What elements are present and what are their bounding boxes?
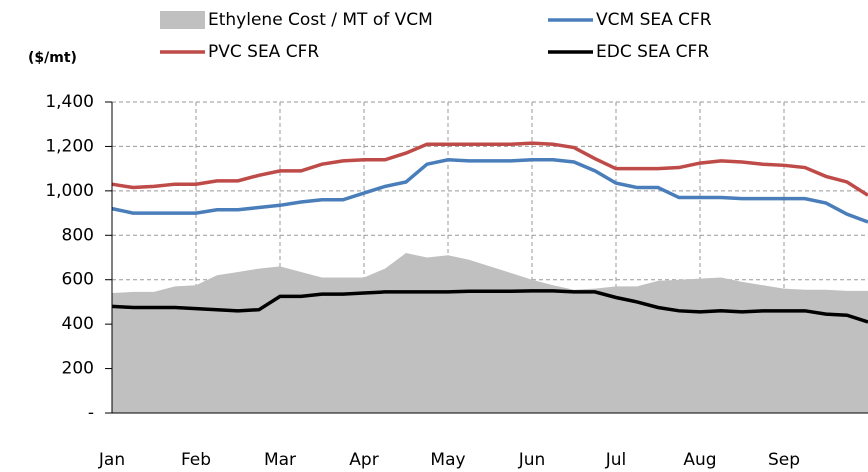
y-axis-label: ($/mt) xyxy=(28,50,77,66)
y-tick-label: - xyxy=(88,403,94,423)
x-tick-label: May xyxy=(430,450,465,470)
legend-swatch xyxy=(160,11,205,29)
x-tick-label: Aug xyxy=(683,450,716,470)
legend-label: Ethylene Cost / MT of VCM xyxy=(208,10,433,30)
x-tick-label: Feb xyxy=(181,450,211,470)
y-tick-label: 200 xyxy=(62,359,94,379)
area xyxy=(112,253,868,413)
y-tick-label: 800 xyxy=(62,225,94,245)
x-tick-label: Jun xyxy=(518,450,546,470)
x-tick-label: Mar xyxy=(264,450,296,470)
x-tick-label: Jul xyxy=(605,450,627,470)
x-tick-label: Sep xyxy=(768,450,800,470)
line xyxy=(111,157,868,224)
y-tick-label: 1,400 xyxy=(45,92,94,112)
x-tick-label: Jan xyxy=(98,450,125,470)
legend-label: EDC SEA CFR xyxy=(596,42,709,62)
y-tick-label: 1,000 xyxy=(45,181,94,201)
line xyxy=(111,141,868,197)
y-tick-label: 600 xyxy=(62,270,94,290)
y-tick-label: 400 xyxy=(62,314,94,334)
legend-label: PVC SEA CFR xyxy=(208,42,319,62)
x-tick-label: Apr xyxy=(349,450,378,470)
line xyxy=(111,289,868,324)
legend-label: VCM SEA CFR xyxy=(596,10,712,30)
y-tick-label: 1,200 xyxy=(45,136,94,156)
